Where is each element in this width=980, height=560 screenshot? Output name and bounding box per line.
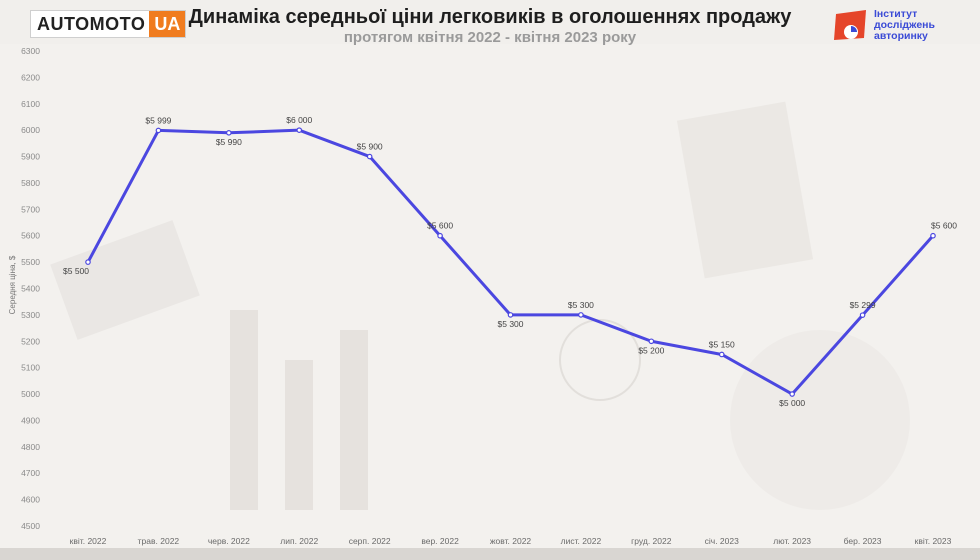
y-tick-label: 6200 (21, 72, 40, 82)
y-tick-label: 4600 (21, 495, 40, 505)
data-point (226, 130, 232, 136)
data-label: $5 600 (931, 221, 957, 231)
y-tick-label: 4700 (21, 468, 40, 478)
y-tick-label: 4900 (21, 415, 40, 425)
y-tick-label: 5800 (21, 178, 40, 188)
data-label: $5 500 (63, 266, 89, 276)
data-point (507, 312, 514, 318)
data-label: $5 299 (850, 300, 876, 310)
x-tick-label: трав. 2022 (138, 536, 180, 546)
data-point (578, 312, 584, 318)
x-tick-label: січ. 2023 (705, 536, 739, 546)
bottom-bar (0, 548, 980, 560)
y-tick-label: 6100 (21, 99, 40, 109)
x-tick-label: лист. 2022 (561, 536, 602, 546)
institute-logo-icon (834, 10, 866, 40)
y-tick-label: 5900 (21, 152, 40, 162)
x-tick-label: вер. 2022 (421, 536, 459, 546)
x-tick-label: квіт. 2023 (915, 536, 952, 546)
x-tick-label: лип. 2022 (280, 536, 318, 546)
institute-line-2: досліджень (874, 18, 935, 31)
y-tick-label: 5100 (21, 363, 40, 373)
y-tick-label: 4500 (21, 521, 40, 531)
x-tick-label: серп. 2022 (349, 536, 391, 546)
data-point (155, 127, 162, 134)
y-tick-label: 5200 (21, 336, 40, 346)
data-label: $5 300 (568, 300, 594, 310)
data-label: $5 300 (498, 319, 524, 329)
data-label: $5 000 (779, 398, 805, 408)
y-tick-label: 5000 (21, 389, 40, 399)
data-point (366, 153, 373, 160)
data-point (85, 259, 91, 265)
data-label: $5 990 (216, 137, 242, 147)
y-tick-label: 4800 (21, 442, 40, 452)
automoto-logo: AUTOMOTO UA (30, 10, 187, 38)
y-tick-label: 6300 (21, 46, 40, 56)
x-tick-label: квіт. 2022 (70, 536, 107, 546)
x-tick-label: жовт. 2022 (490, 536, 532, 546)
x-tick-label: бер. 2023 (844, 536, 882, 546)
institute-logo-text: Інститут досліджень авторинку (874, 7, 954, 42)
data-point (859, 312, 866, 318)
data-point (648, 338, 655, 345)
y-tick-label: 5300 (21, 310, 40, 320)
data-point (789, 391, 795, 397)
institute-line-1: Інститут (874, 7, 918, 20)
institute-line-3: авторинку (874, 29, 928, 42)
y-tick-label: 5400 (21, 284, 40, 294)
data-point (296, 127, 303, 133)
y-tick-label: 5500 (21, 257, 40, 267)
data-label: $5 200 (638, 345, 664, 355)
data-point (437, 232, 443, 239)
x-tick-label: черв. 2022 (208, 536, 250, 546)
x-tick-label: груд. 2022 (631, 536, 672, 546)
chart-subtitle: протягом квітня 2022 - квітня 2023 року (343, 29, 637, 46)
y-tick-label: 5600 (21, 231, 40, 241)
logo-suffix: UA (149, 11, 186, 37)
data-point (930, 232, 936, 239)
institute-logo: Інститут досліджень авторинку (832, 8, 954, 42)
x-tick-label: лют. 2023 (773, 536, 811, 546)
chart-title: Динаміка середньої ціни легковиків в ого… (188, 6, 792, 28)
data-label: $5 600 (427, 221, 453, 231)
y-tick-label: 6000 (21, 125, 40, 135)
data-label: $5 999 (145, 115, 171, 125)
y-axis-label: Середня ціна, $ (8, 255, 17, 314)
logo-text: AUTOMOTO (37, 14, 146, 34)
background-decoration (0, 44, 980, 548)
y-tick-label: 5700 (21, 204, 40, 214)
data-label: $5 150 (709, 339, 735, 349)
data-label: $6 000 (286, 115, 312, 125)
data-label: $5 900 (357, 142, 383, 152)
data-point (718, 351, 725, 358)
